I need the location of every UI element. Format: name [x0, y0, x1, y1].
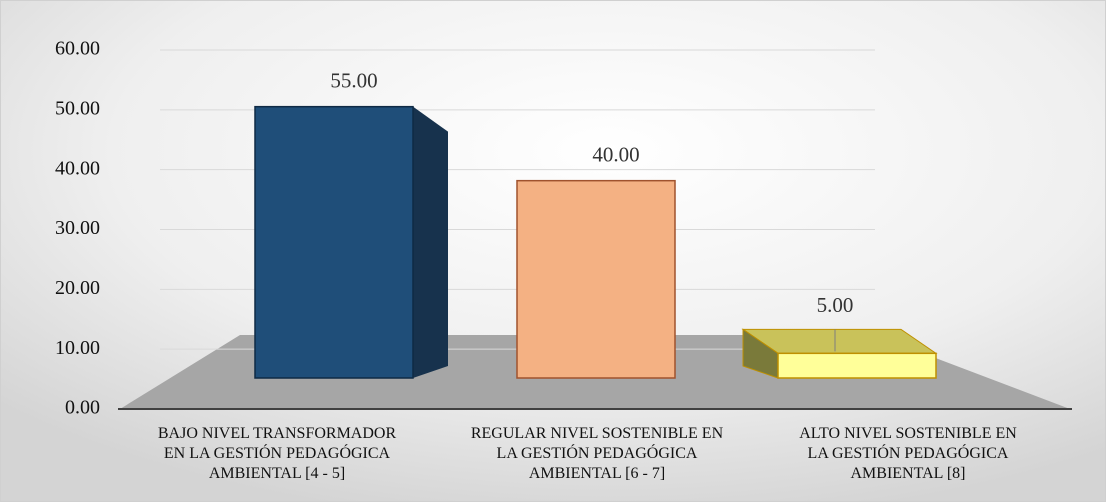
- y-tick-label: 10.00: [55, 337, 100, 359]
- y-tick-label: 20.00: [55, 277, 100, 299]
- x-tick-label: BAJO NIVEL TRANSFORMADOR EN LA GESTIÓN P…: [157, 425, 397, 482]
- x-tick-label: ALTO NIVEL SOSTENIBLE EN LA GESTIÓN PEDA…: [799, 425, 1017, 482]
- bar-side: [413, 106, 448, 379]
- y-tick-label: 60.00: [55, 38, 100, 60]
- y-tick-label: 40.00: [55, 157, 100, 179]
- x-tick-label: REGULAR NIVEL SOSTENIBLE EN LA GESTIÓN P…: [470, 425, 724, 482]
- data-label: 55.00: [330, 68, 377, 92]
- bar: [777, 352, 937, 379]
- y-tick-label: 30.00: [55, 217, 100, 239]
- y-tick-label: 0.00: [65, 397, 100, 419]
- y-tick-label: 50.00: [55, 97, 100, 119]
- bar: [254, 105, 414, 379]
- data-label: 5.00: [817, 293, 854, 317]
- bar: [516, 179, 676, 379]
- data-label: 40.00: [592, 142, 639, 166]
